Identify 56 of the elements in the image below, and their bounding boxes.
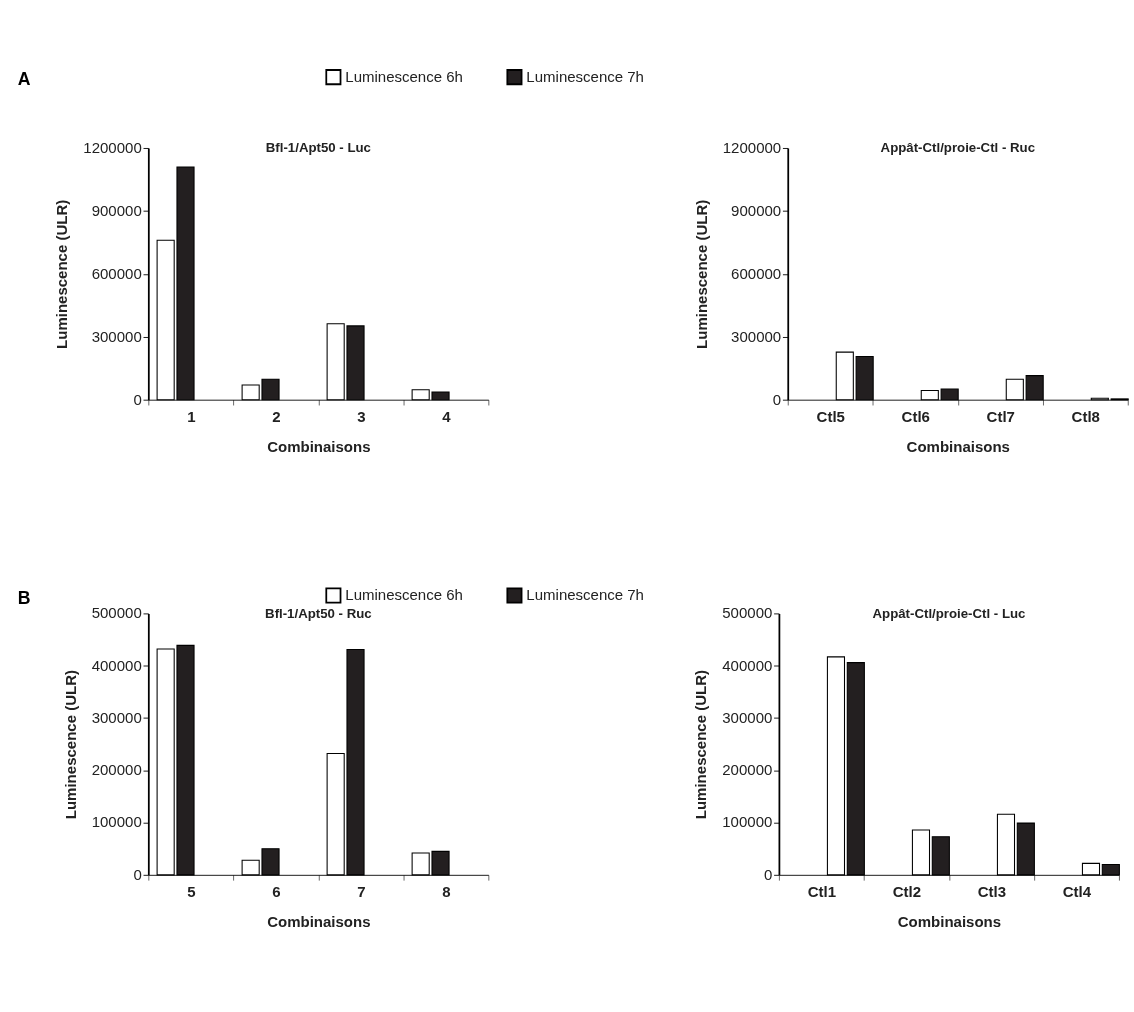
y-tick-label: 400000 [91, 656, 142, 674]
text: B [17, 587, 31, 608]
x-tick-label: 1 [187, 408, 196, 426]
y-tick-label: 100000 [722, 813, 773, 831]
y-axis-title: Luminescence (ULR) [692, 670, 710, 820]
y-tick-label: 200000 [722, 761, 773, 779]
x-tick-label: 5 [187, 883, 196, 901]
x-axis-title: Combinaisons [267, 438, 371, 456]
x-tick-label: 4 [442, 408, 452, 426]
y-tick-label: 1200000 [722, 138, 782, 156]
y-tick-label: 0 [772, 390, 782, 408]
x-tick-label: Ctl6 [901, 408, 930, 426]
x-tick-label: 6 [272, 883, 281, 901]
y-axis-title: Luminescence (ULR) [61, 670, 79, 820]
x-tick-label: Ctl4 [1062, 883, 1092, 901]
chart-title: Appât-Ctl/proie-Ctl - Luc [872, 605, 1026, 621]
y-tick-label: 400000 [722, 656, 773, 674]
y-tick-label: 300000 [91, 708, 142, 726]
x-axis-title: Combinaisons [267, 913, 371, 931]
y-tick-label: 100000 [91, 813, 142, 831]
y-axis-title: Luminescence (ULR) [692, 199, 710, 349]
x-tick-label: 7 [357, 883, 366, 901]
x-tick-label: Ctl1 [807, 883, 837, 901]
x-tick-label: Ctl8 [1071, 408, 1100, 426]
y-tick-label: 300000 [722, 708, 773, 726]
y-tick-label: 200000 [91, 761, 142, 779]
y-tick-label: 600000 [91, 264, 142, 282]
x-axis-title: Combinaisons [906, 438, 1010, 456]
y-tick-label: 300000 [731, 327, 782, 345]
y-tick-label: 1200000 [83, 138, 142, 156]
y-tick-label: 0 [133, 865, 142, 883]
x-tick-label: Ctl3 [977, 883, 1007, 901]
x-tick-label: Ctl7 [986, 408, 1015, 426]
y-tick-label: 500000 [91, 604, 142, 622]
x-tick-label: 2 [272, 408, 281, 426]
x-tick-label: Ctl2 [892, 883, 922, 901]
chart-title: Bfl-1/Apt50 - Ruc [265, 605, 372, 621]
x-axis-title: Combinaisons [897, 913, 1002, 931]
legend-label: Luminescence 6h [345, 585, 463, 603]
y-tick-label: 900000 [91, 201, 142, 219]
chart-title: Bfl-1/Apt50 - Luc [265, 140, 371, 156]
x-tick-label: 8 [442, 883, 451, 901]
legend-label: Luminescence 7h [526, 585, 644, 603]
y-axis-title: Luminescence (ULR) [53, 199, 71, 349]
text: A [17, 69, 31, 90]
y-tick-label: 500000 [722, 604, 773, 622]
y-tick-label: 900000 [731, 201, 782, 219]
legend-label: Luminescence 6h [345, 67, 463, 85]
x-tick-label: Ctl5 [816, 408, 845, 426]
y-tick-label: 600000 [731, 264, 782, 282]
chart-title: Appât-Ctl/proie-Ctl - Ruc [880, 140, 1035, 156]
x-tick-label: 3 [357, 408, 366, 426]
y-tick-label: 300000 [91, 327, 142, 345]
legend-label: Luminescence 7h [526, 67, 644, 85]
y-tick-label: 0 [133, 390, 142, 408]
y-tick-label: 0 [763, 865, 773, 883]
